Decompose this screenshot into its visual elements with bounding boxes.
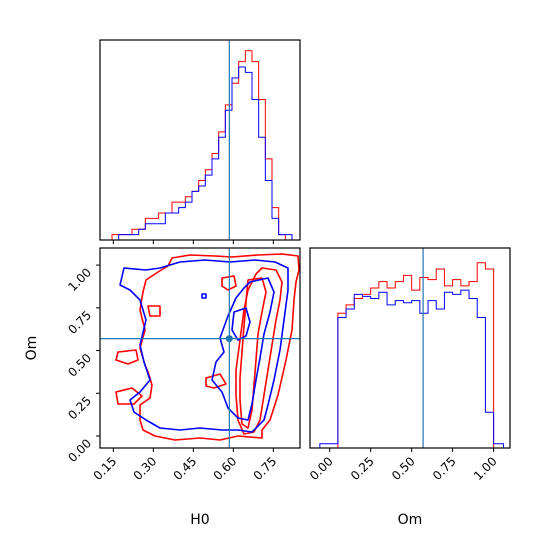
- om-y-tick-label: 0.00: [65, 436, 94, 465]
- contour-red-island-top: [221, 275, 237, 291]
- om-y-tick-label: 0.50: [65, 351, 94, 380]
- om-x-tick-label: 0.75: [430, 454, 459, 483]
- h0-x-tick-label: 0.30: [131, 454, 160, 483]
- h0-histogram-frame: [99, 39, 301, 241]
- contour-red-island-small: [147, 305, 161, 317]
- om-histogram-panel: 0.00 0.25 0.50 0.75 1.00: [307, 247, 511, 483]
- om-x-tick-label: 1.00: [471, 454, 500, 483]
- contour-red-island-left: [115, 349, 139, 365]
- om-histogram-blue-series: [319, 289, 504, 448]
- contour-panel: 0.15 0.30 0.45 0.60 0.75 0.00 0.25 0.50 0.75 1.0…: [65, 247, 301, 483]
- contour-red-outer: [139, 253, 300, 441]
- om-histogram-frame: [309, 247, 511, 449]
- contour-blue-core: [231, 307, 251, 341]
- contour-blue-inner: [211, 277, 275, 421]
- om-y-tick-label: 0.75: [65, 308, 94, 337]
- h0-x-tick-label: 0.15: [91, 454, 120, 483]
- om-x-tick-label: 0.25: [348, 454, 377, 483]
- contour-y-axis-label: Om: [24, 336, 40, 361]
- contour-blue-outer: [119, 259, 289, 433]
- h0-x-tick-label: 0.75: [251, 454, 280, 483]
- contour-red-island-mid: [205, 373, 227, 389]
- contour-red-inner: [235, 267, 283, 435]
- om-x-tick-label: 0.00: [307, 454, 336, 483]
- contour-red-island-lower-left: [115, 387, 143, 405]
- om-histogram-x-axis-label: Om: [398, 512, 423, 528]
- om-y-tick-label: 1.00: [65, 265, 94, 294]
- om-y-tick-label: 0.25: [65, 394, 94, 423]
- h0-x-tick-label: 0.45: [171, 454, 200, 483]
- contour-truth-marker: [225, 335, 233, 343]
- h0-histogram-panel: [99, 39, 301, 244]
- contour-blue-dot: [201, 293, 207, 299]
- contour-x-axis-label: H0: [190, 512, 209, 528]
- om-x-tick-label: 0.50: [389, 454, 418, 483]
- contour-frame: [99, 247, 301, 449]
- om-histogram-red-series: [319, 262, 504, 449]
- h0-x-tick-label: 0.60: [211, 454, 240, 483]
- h0-histogram-blue-series: [112, 66, 293, 241]
